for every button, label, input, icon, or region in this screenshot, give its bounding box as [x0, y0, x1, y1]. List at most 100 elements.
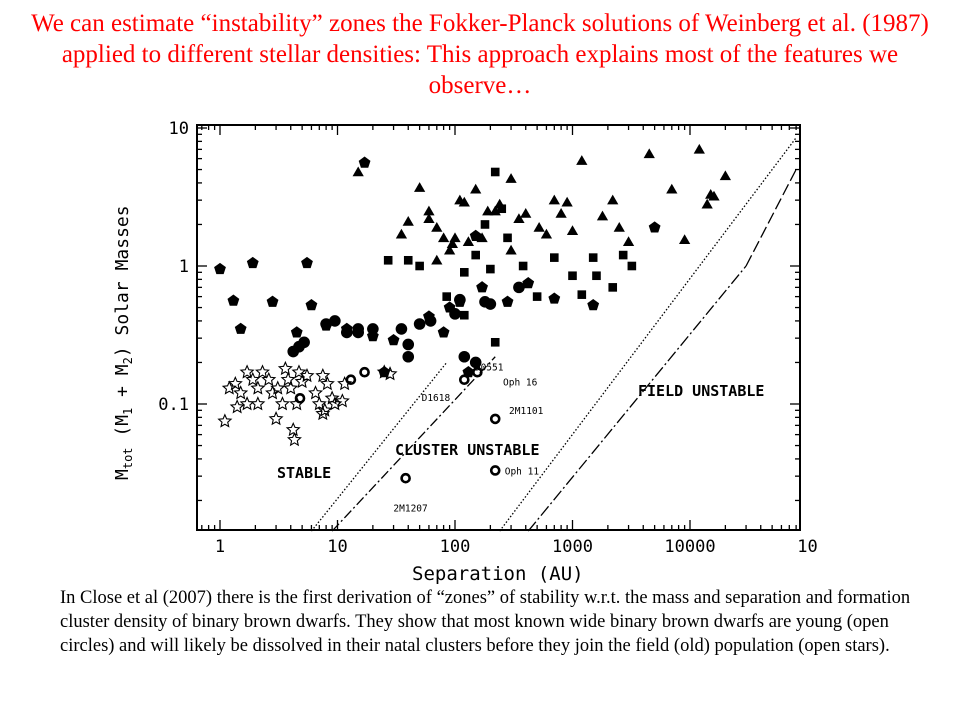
point-triangle	[666, 183, 678, 194]
point-filled-circle	[413, 318, 426, 330]
point-pentagon	[548, 292, 561, 304]
point-open-star	[285, 421, 301, 437]
point-triangle	[352, 166, 364, 177]
point-label: D0551	[475, 362, 504, 373]
point-open-star	[311, 396, 327, 411]
point-square	[403, 255, 413, 265]
point-triangle	[505, 244, 517, 255]
x-tick-label: 1000	[552, 537, 593, 557]
point-pentagon	[648, 221, 661, 233]
point-pentagon	[266, 295, 279, 307]
point-square	[442, 292, 452, 301]
axis-ticks	[197, 125, 800, 530]
point-triangle	[402, 216, 414, 226]
point-filled-circle	[329, 315, 341, 327]
point-square	[618, 250, 628, 260]
point-triangle	[513, 213, 525, 223]
point-square	[486, 264, 495, 274]
y-tick-label: 1	[179, 257, 189, 277]
point-triangle	[470, 183, 482, 194]
point-open-circle	[489, 465, 501, 476]
point-open-star	[261, 371, 277, 387]
point-triangle	[576, 155, 588, 165]
point-open-circle	[459, 374, 470, 385]
point-square	[568, 271, 577, 281]
point-filled-circle	[320, 318, 332, 330]
zone-label-cluster-unstable: CLUSTER UNSTABLE	[395, 441, 540, 459]
zone-label-stable: STABLE	[277, 464, 331, 482]
point-triangle	[548, 194, 560, 205]
point-open-star	[319, 375, 335, 391]
point-filled-circle	[449, 308, 461, 320]
point-open-star	[255, 364, 270, 379]
point-triangle	[489, 205, 501, 216]
point-open-star	[227, 375, 243, 391]
point-open-star	[270, 380, 286, 395]
data-points	[214, 143, 731, 484]
point-open-star	[280, 371, 296, 387]
slide-title: We can estimate “instability” zones the …	[31, 10, 929, 99]
point-open-circle	[472, 366, 483, 378]
point-square	[588, 253, 598, 262]
point-label: Oph 16	[503, 378, 538, 389]
point-pentagon	[227, 294, 240, 306]
point-pentagon	[522, 277, 535, 289]
point-filled-circle	[469, 356, 482, 369]
point-filled-circle	[424, 315, 437, 327]
point-open-circle	[489, 413, 501, 425]
point-square	[383, 255, 393, 265]
point-triangle	[482, 205, 494, 216]
point-open-star	[289, 396, 305, 411]
point-square	[490, 167, 500, 177]
point-square	[627, 261, 637, 271]
x-tick-label: 1	[215, 537, 225, 557]
point-open-star	[337, 375, 353, 391]
point-pentagon	[469, 229, 482, 241]
point-triangle	[458, 196, 470, 207]
point-triangle	[494, 198, 506, 209]
point-open-star	[286, 431, 302, 447]
point-open-star	[315, 405, 331, 421]
point-open-star	[265, 385, 281, 400]
point-triangle	[431, 254, 443, 265]
boundary-dotted-left	[310, 362, 448, 532]
point-pentagon	[214, 262, 226, 275]
point-square	[503, 233, 512, 243]
point-triangle	[693, 143, 705, 154]
point-open-star	[317, 402, 333, 417]
point-label: D1618	[422, 393, 451, 404]
point-pentagon	[234, 322, 247, 334]
point-square	[518, 261, 528, 271]
point-square	[415, 261, 424, 271]
point-pentagon	[246, 256, 259, 269]
point-pentagon	[587, 298, 600, 311]
point-square	[549, 253, 559, 262]
point-filled-circle	[367, 323, 379, 335]
y-axis-label: Mtot (M1 + M2) Solar Masses	[112, 205, 135, 480]
zone-boundaries	[310, 137, 797, 532]
boundary-dotted-right	[499, 137, 797, 532]
point-triangle	[446, 238, 459, 248]
point-pentagon	[301, 256, 313, 269]
point-triangle	[443, 244, 456, 255]
point-open-star	[245, 371, 261, 387]
plot-frame	[196, 124, 801, 531]
point-open-star	[268, 411, 284, 426]
point-triangle	[566, 225, 579, 236]
point-triangle	[540, 228, 553, 239]
point-triangle	[431, 222, 443, 232]
point-triangle	[423, 205, 435, 216]
point-triangle	[643, 148, 655, 159]
point-square	[577, 290, 587, 299]
point-filled-circle	[298, 336, 310, 349]
point-filled-circle	[341, 326, 353, 339]
point-pentagon	[437, 326, 450, 338]
point-triangle	[449, 232, 461, 243]
point-filled-circle	[454, 293, 466, 306]
point-open-star	[315, 367, 331, 383]
point-open-star	[308, 385, 324, 400]
point-triangle	[520, 208, 532, 218]
point-pentagon	[476, 281, 488, 293]
point-open-circle	[400, 472, 411, 484]
point-triangle	[678, 234, 691, 244]
